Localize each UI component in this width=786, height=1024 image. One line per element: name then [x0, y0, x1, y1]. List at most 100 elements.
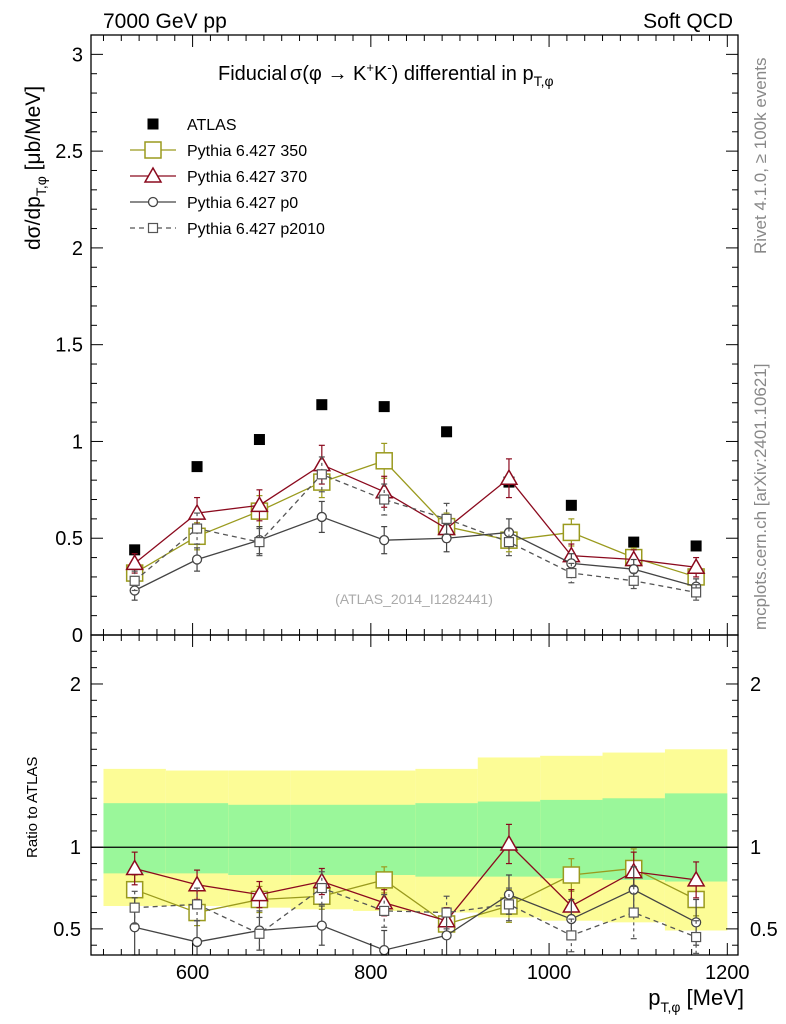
ratio-p2010-errorbar [194, 887, 201, 922]
main-p2010-errorbar [318, 456, 325, 493]
legend-marker [143, 166, 163, 183]
main-p2010-point [691, 587, 702, 598]
main-p370-point [499, 468, 519, 485]
main-p2010-errorbar [568, 562, 575, 584]
ratio-p0-line [134, 888, 697, 951]
ratio-p2010-errorbar [318, 871, 325, 905]
legend-label: Pythia 6.427 p0 [187, 195, 298, 212]
ratio-p370-point [499, 834, 519, 851]
ratio-p0-point [379, 944, 390, 956]
legend-entry-p370: Pythia 6.427 370 [130, 166, 307, 186]
legend-label: Pythia 6.427 370 [187, 169, 307, 186]
main-y-tick-label: 0.5 [55, 528, 83, 550]
ylabel-unit: [μb/MeV] [22, 86, 45, 176]
ratio-p350-line [134, 867, 697, 925]
main-y-tick-label: 1 [72, 431, 83, 453]
ratio-inner-band-bin [290, 804, 354, 875]
ratio-y-tick-label: 0.5 [53, 919, 81, 941]
main-p0-point [316, 511, 327, 523]
main-atlas-point [378, 401, 390, 413]
title-kplus: + [366, 60, 374, 75]
title-kminus: - [387, 60, 391, 75]
main-p2010-errorbar [194, 512, 201, 545]
main-y-tick-label: 3 [72, 44, 83, 66]
ratio-inner-band-bin [415, 803, 478, 877]
ratio-p370-point [125, 858, 144, 876]
ratio-p2010-errorbar [505, 887, 512, 922]
main-atlas-point [191, 461, 203, 473]
ratio-p0-point [191, 936, 203, 948]
main-atlas-point [690, 540, 702, 552]
x-tick-label: 800 [354, 962, 387, 984]
ratio-p2010-point [129, 902, 140, 913]
main-p2010-point [254, 536, 265, 548]
main-y-tick-label: 2 [72, 238, 83, 260]
main-p2010-errorbar [381, 483, 388, 516]
ratio-ylabel: Ratio to ATLAS [24, 757, 41, 858]
main-p370-point [250, 495, 269, 513]
legend-marker [147, 118, 159, 130]
xlabel-main: p [648, 985, 660, 1010]
ratio-p2010-point [254, 928, 265, 939]
ratio-p2010-point [316, 882, 327, 894]
main-p2010-errorbar [443, 502, 450, 535]
header-energy: 7000 GeV pp [103, 10, 227, 33]
legend-entry-p350: Pythia 6.427 350 [130, 141, 307, 160]
ylabel-main: dσ/dp [22, 196, 45, 250]
main-y-tick-label: 2.5 [55, 141, 83, 163]
rivet-label: Rivet 4.1.0, ≥ 100k events [751, 58, 770, 254]
ratio-p2010-errorbar [693, 920, 700, 954]
ratio-p370-point [686, 870, 706, 887]
title-kmid: K [374, 63, 388, 85]
ratio-series-layer [125, 823, 706, 956]
main-title: Fiducial σ(φ → K+K-) differential in pT,φ [218, 60, 554, 89]
ratio-p2010-point [441, 907, 452, 918]
ratio-p350-point [562, 866, 581, 884]
main-atlas-point [441, 426, 453, 438]
main-p2010-line [134, 473, 697, 594]
xlabel-unit: [MeV] [680, 985, 744, 1010]
main-p0-point [191, 554, 203, 565]
ratio-p2010-errorbar [256, 916, 263, 951]
legend-label: Pythia 6.427 350 [187, 143, 307, 160]
analysis-watermark: (ATLAS_2014_I1282441) [335, 591, 493, 607]
ratio-p350-point [375, 871, 393, 889]
header-process: Soft QCD [643, 10, 733, 33]
ratio-p2010-point [503, 899, 515, 910]
ratio-inner-band-bin [228, 804, 291, 875]
main-p350-point [562, 523, 581, 542]
ratio-p2010-errorbar [568, 918, 575, 953]
main-atlas-point [253, 434, 265, 446]
ratio-y-tick-label: 1 [70, 837, 81, 859]
ratio-p370-point [250, 885, 269, 902]
title-prefix: Fiducial [218, 63, 287, 85]
main-p2010-point [379, 494, 390, 505]
main-p0-point [379, 535, 390, 546]
main-p2010-point [503, 536, 515, 548]
ratio-y-tick-label-right: 1 [750, 837, 761, 859]
x-axis-label: pT,φ [MeV] [648, 985, 744, 1015]
main-p0-point [628, 564, 639, 575]
x-tick-label: 1000 [527, 962, 572, 984]
legend-entry-atlas: ATLAS [147, 117, 237, 134]
main-ylabel: dσ/dpT,φ [μb/MeV] [22, 86, 49, 250]
ratio-p2010-point [379, 905, 390, 917]
main-p2010-point [566, 567, 577, 579]
main-p2010-point [191, 523, 203, 534]
ratio-inner-band-bin [353, 804, 416, 875]
xlabel-sub: T,φ [660, 999, 680, 1015]
main-p370-line [134, 463, 697, 568]
main-p370-point [125, 553, 144, 571]
ratio-frame [90, 634, 739, 956]
ratio-p2010-line [134, 887, 697, 938]
ratio-inner-band-bin [165, 803, 229, 874]
main-p370-point [686, 557, 706, 575]
main-p2010-point [316, 469, 327, 480]
ratio-p0-point [441, 930, 452, 941]
main-atlas-point [628, 536, 640, 548]
mcplots-label: mcplots.cern.ch [arXiv:2401.10621] [751, 364, 770, 630]
legend-entry-p0: Pythia 6.427 p0 [130, 195, 298, 212]
ratio-uncertainty-bands [91, 749, 738, 931]
title-sub: T,φ [534, 73, 554, 89]
